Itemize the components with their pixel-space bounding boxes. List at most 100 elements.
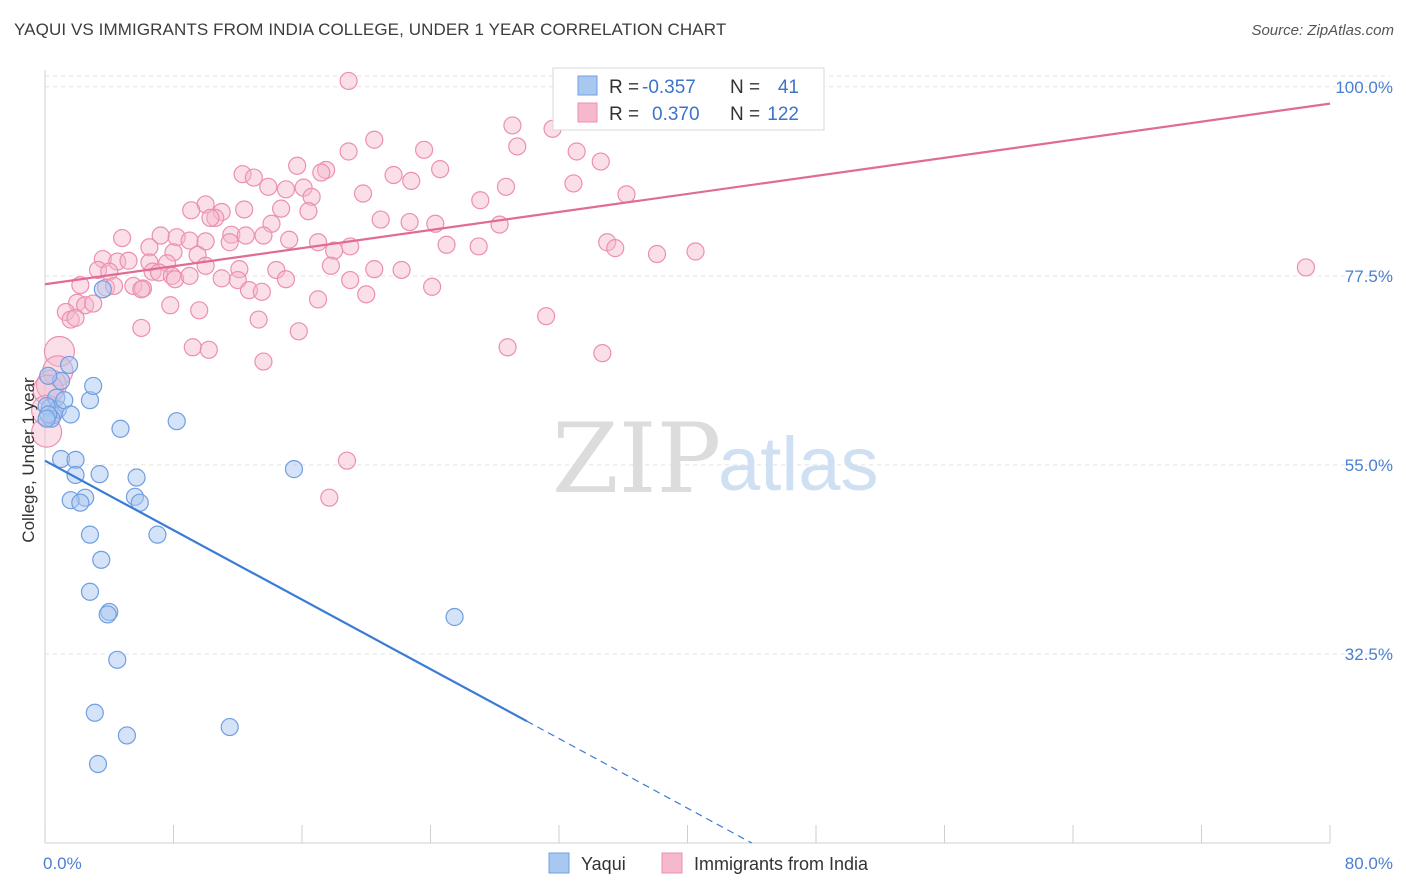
- india-point: [280, 230, 299, 249]
- india-point: [161, 296, 180, 315]
- axes: [44, 70, 1331, 844]
- yaqui-point: [85, 703, 104, 722]
- stats-legend-box: [552, 67, 825, 131]
- watermark-zip: ZIP: [552, 403, 721, 515]
- yaqui-point: [108, 650, 127, 669]
- india-point: [183, 338, 202, 357]
- x-tick-label-max: 80.0%: [1345, 854, 1393, 873]
- india-point: [88, 260, 108, 280]
- india-point: [180, 266, 199, 285]
- india-point: [133, 279, 153, 298]
- india-point: [302, 187, 321, 206]
- india-point: [357, 285, 376, 304]
- india-point: [164, 243, 183, 262]
- india-point: [312, 163, 331, 182]
- yaqui-point: [37, 409, 56, 428]
- india-point: [469, 237, 488, 256]
- india-point: [567, 142, 586, 161]
- source-label: Source: ZipAtlas.com: [1251, 22, 1394, 39]
- bottom-legend-yaqui: Yaqui: [581, 854, 626, 874]
- yaqui-point: [61, 405, 80, 424]
- yaqui-point: [148, 525, 167, 544]
- yaqui-trend-extension: [526, 720, 753, 844]
- india-point: [392, 260, 411, 280]
- watermark-atlas: atlas: [718, 422, 879, 507]
- yaqui-trend-line: [44, 459, 528, 723]
- india-point: [272, 199, 291, 218]
- india-point: [166, 270, 185, 289]
- india-point: [503, 116, 522, 135]
- india-point: [233, 165, 252, 184]
- india-point: [414, 140, 434, 159]
- india-point: [201, 208, 220, 227]
- india-point: [254, 352, 273, 371]
- bottom-legend-swatch-yaqui: [548, 852, 570, 874]
- yaqui-point: [84, 376, 103, 396]
- x-tick-label-min: 0.0%: [43, 854, 82, 873]
- india-point: [132, 318, 151, 338]
- legend-n-value-2: 122: [767, 104, 799, 125]
- india-point: [206, 208, 225, 227]
- india-point: [308, 290, 328, 309]
- india-point: [325, 241, 344, 260]
- india-point: [190, 301, 209, 320]
- india-point: [437, 235, 456, 254]
- legend-r-label-2: R =: [609, 104, 639, 125]
- india-point: [339, 71, 358, 91]
- india-point: [686, 242, 705, 261]
- y-axis-label: College, Under 1 year: [19, 377, 38, 543]
- india-point: [320, 488, 339, 507]
- yaqui-point: [220, 717, 239, 737]
- trend-lines: [44, 102, 1331, 844]
- series-legend: Yaqui Immigrants from India: [548, 852, 869, 874]
- india-point: [140, 238, 159, 257]
- india-point: [353, 184, 373, 203]
- yaqui-point: [98, 605, 117, 624]
- legend-n-label-2: N =: [730, 104, 760, 125]
- india-point: [249, 310, 268, 329]
- india-point: [244, 168, 263, 187]
- india-point: [423, 277, 442, 296]
- india-point: [400, 212, 419, 232]
- india-point: [112, 228, 132, 248]
- yaqui-point: [80, 525, 100, 544]
- india-point: [180, 231, 199, 250]
- india-point: [496, 177, 516, 196]
- india-point: [259, 177, 278, 196]
- india-point: [591, 152, 610, 171]
- yaqui-point: [80, 582, 100, 601]
- legend-r-value-2: 0.370: [652, 104, 700, 125]
- india-point: [321, 256, 341, 275]
- legend-swatch-yaqui: [577, 75, 598, 96]
- india-point: [212, 269, 231, 288]
- yaqui-point: [88, 754, 108, 774]
- india-point: [337, 451, 357, 470]
- india-point: [508, 137, 527, 156]
- yaqui-point: [284, 460, 304, 479]
- india-point: [222, 225, 241, 244]
- india-point: [267, 260, 286, 280]
- bottom-legend-india: Immigrants from India: [694, 854, 869, 874]
- yaqui-point: [90, 465, 109, 484]
- india-point: [228, 270, 247, 290]
- yaqui-point: [59, 355, 79, 375]
- india-point: [143, 262, 162, 281]
- india-point: [235, 200, 254, 219]
- yaqui-point: [66, 450, 85, 469]
- y-tick-label: 77.5%: [1345, 267, 1393, 286]
- bottom-legend-swatch-india: [661, 852, 683, 874]
- legend-swatch-india: [577, 102, 598, 123]
- india-point: [289, 322, 308, 341]
- yaqui-point: [127, 468, 146, 487]
- india-point: [252, 282, 271, 301]
- yaqui-point: [445, 607, 464, 627]
- yaqui-point: [92, 550, 111, 569]
- india-point: [151, 226, 170, 245]
- india-point: [119, 251, 138, 270]
- yaqui-point: [167, 412, 186, 431]
- y-tick-label: 55.0%: [1345, 456, 1393, 475]
- india-point: [276, 270, 296, 289]
- legend-n-label-1: N =: [730, 77, 760, 98]
- india-point: [199, 340, 218, 359]
- yaqui-point: [39, 366, 58, 385]
